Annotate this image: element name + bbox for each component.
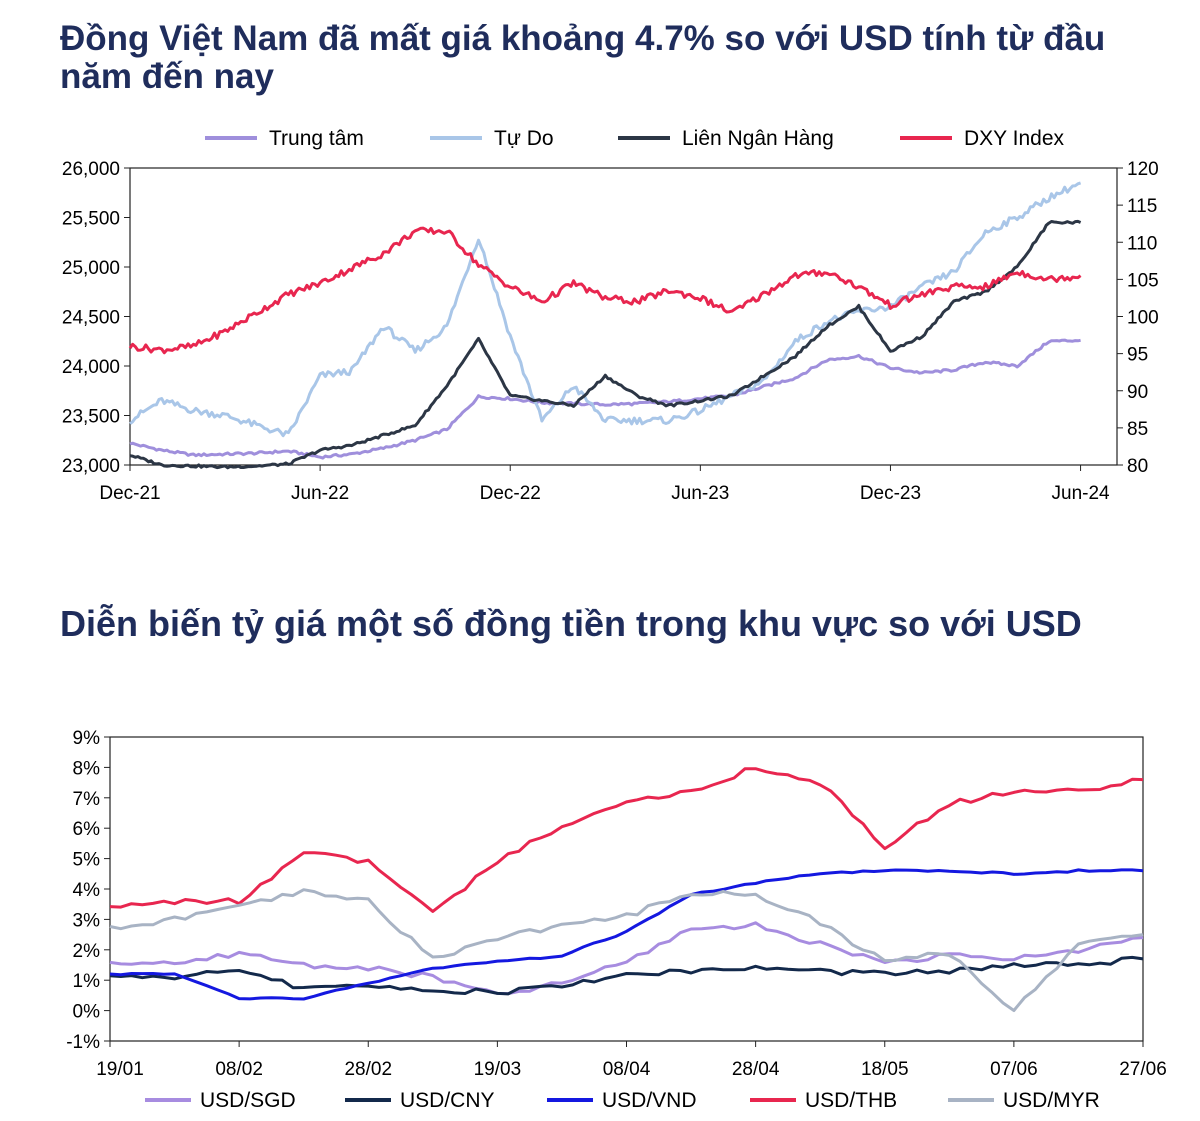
chart2-y-tick-label: 3% <box>73 910 101 931</box>
chart1-x-tick-label: Dec-23 <box>860 483 921 504</box>
chart1-right-tick-label: 90 <box>1127 382 1148 403</box>
chart2-x-tick-label: 08/02 <box>215 1059 263 1080</box>
chart1-left-tick-label: 25,500 <box>62 209 120 230</box>
chart1-right-tick-label: 115 <box>1127 196 1157 217</box>
chart2-legend-label-usd-cny: USD/CNY <box>400 1089 495 1112</box>
chart2-y-tick-label: 5% <box>73 850 101 871</box>
chart1-left-tick-label: 26,000 <box>62 159 120 180</box>
chart2-x-tick-label: 08/04 <box>603 1059 651 1080</box>
chart2-y-tick-label: 2% <box>73 941 101 962</box>
chart2-y-tick-label: 4% <box>73 880 101 901</box>
chart1-x-tick-label: Jun-23 <box>671 483 729 504</box>
chart1-left-tick-label: 24,000 <box>62 357 120 378</box>
chart1-right-tick-label: 100 <box>1127 308 1159 329</box>
chart2-y-tick-label: 7% <box>73 789 101 810</box>
chart2-legend-label-usd-thb: USD/THB <box>805 1089 897 1112</box>
chart1-left-tick-label: 23,500 <box>62 407 120 428</box>
chart2-y-tick-label: 9% <box>73 728 101 749</box>
chart2-x-tick-label: 18/05 <box>861 1059 909 1080</box>
chart1-series-li-n-ng-n-h-ng <box>129 219 1082 470</box>
chart2-plot-frame <box>109 736 1144 1042</box>
chart1-x-tick-label: Dec-21 <box>99 483 160 504</box>
chart2-y-tick-label: -1% <box>66 1032 100 1053</box>
chart2-y-tick-label: 8% <box>73 758 101 779</box>
chart2-series-usd-thb <box>109 767 1144 913</box>
chart2-y-tick-label: 1% <box>73 971 101 992</box>
chart1-x-tick-label: Jun-24 <box>1052 483 1111 504</box>
chart2-series-usd-cny <box>109 955 1144 996</box>
chart1-legend-label-trung-t-m: Trung tâm <box>269 127 364 150</box>
chart1-series-t-do <box>129 181 1082 438</box>
chart1-legend-label-t-do: Tự Do <box>494 127 554 150</box>
chart1-left-tick-label: 23,000 <box>62 456 120 477</box>
chart1-right-tick-label: 105 <box>1127 270 1159 291</box>
chart2-x-tick-label: 19/01 <box>96 1059 144 1080</box>
chart2-title: Diễn biến tỷ giá một số đồng tiền trong … <box>60 603 1082 644</box>
chart2-legend-label-usd-sgd: USD/SGD <box>200 1089 296 1112</box>
chart2-x-tick-label: 07/06 <box>990 1059 1038 1080</box>
chart1-legend-label-dxy-index: DXY Index <box>964 127 1065 150</box>
chart1-x-tick-label: Jun-22 <box>291 483 349 504</box>
chart2-series-usd-vnd <box>109 868 1144 1001</box>
chart2-x-tick-label: 28/02 <box>344 1059 392 1080</box>
chart1-left-tick-label: 24,500 <box>62 308 120 329</box>
chart2-x-tick-label: 19/03 <box>474 1059 522 1080</box>
chart1-title: Đồng Việt Nam đã mất giá khoảng 4.7% so … <box>60 19 1106 96</box>
chart1-right-tick-label: 95 <box>1127 345 1148 366</box>
chart1-right-tick-label: 85 <box>1127 419 1148 440</box>
chart2-x-tick-label: 27/06 <box>1119 1059 1167 1080</box>
chart2-y-tick-label: 0% <box>73 1002 101 1023</box>
chart1-right-tick-label: 110 <box>1127 233 1157 254</box>
chart1-series-trung-t-m <box>129 338 1081 460</box>
chart2-y-tick-label: 6% <box>73 819 101 840</box>
chart1-right-tick-label: 80 <box>1127 456 1148 477</box>
chart2-legend-label-usd-vnd: USD/VND <box>602 1089 697 1112</box>
chart1-series-dxy-index <box>128 226 1082 355</box>
chart1-right-tick-label: 120 <box>1127 159 1159 180</box>
chart2-series-usd-myr <box>109 888 1144 1012</box>
chart1-legend-label-li-n-ng-n-h-ng: Liên Ngân Hàng <box>682 127 834 150</box>
chart1-x-tick-label: Dec-22 <box>480 483 541 504</box>
chart2-series-usd-sgd <box>109 921 1144 996</box>
chart2-x-tick-label: 28/04 <box>732 1059 780 1080</box>
chart2-legend-label-usd-myr: USD/MYR <box>1003 1089 1100 1112</box>
chart1-left-tick-label: 25,000 <box>62 258 120 279</box>
